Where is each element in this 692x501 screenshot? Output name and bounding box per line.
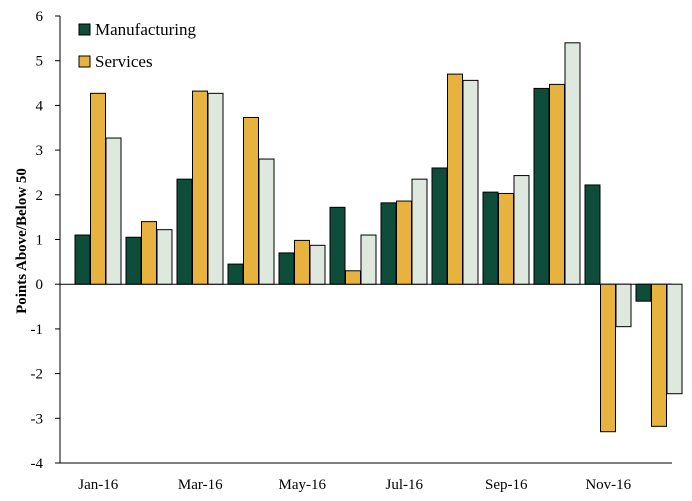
bar-series-3-mar-16: [207, 92, 224, 285]
bar-series-3-dec-16: [666, 283, 683, 395]
bar-manufacturing-aug-16: [431, 167, 448, 285]
bar-manufacturing-feb-16: [125, 236, 142, 285]
y-tick-label: 0: [36, 277, 44, 293]
bar-services-feb-16: [141, 221, 157, 285]
bar-series-3-jan-16: [105, 137, 122, 285]
legend-swatch-services: [78, 55, 91, 68]
y-tick-label: 4: [36, 98, 44, 114]
bar-manufacturing-jun-16: [329, 206, 346, 285]
bar-series-3-oct-16: [564, 42, 581, 285]
legend-swatch-manufacturing: [78, 23, 91, 36]
bar-services-jul-16: [396, 200, 412, 285]
bar-series-3-may-16: [309, 244, 326, 285]
bar-manufacturing-apr-16: [227, 263, 244, 285]
bar-series-3-nov-16: [615, 283, 632, 328]
x-tick-group: Jan-16 Mar-16 May-16 Jul-16 Sep-16 Nov-16: [78, 477, 631, 493]
bar-series-3-apr-16: [258, 158, 275, 285]
y-tick-label: -2: [31, 367, 44, 383]
x-tick-label: Sep-16: [485, 477, 528, 493]
bar-services-aug-16: [447, 73, 463, 285]
bar-services-apr-16: [243, 116, 259, 285]
bar-series-3-jun-16: [360, 234, 377, 285]
bar-services-may-16: [294, 239, 310, 285]
legend-label-manufacturing: Manufacturing: [95, 20, 197, 39]
legend-label-services: Services: [95, 52, 153, 71]
x-tick-label: May-16: [279, 477, 327, 493]
bar-services-sep-16: [498, 192, 514, 285]
bar-series-3-feb-16: [156, 229, 173, 285]
bar-services-dec-16: [651, 283, 667, 427]
y-tick-label: -3: [31, 411, 44, 427]
bar-series-3-jul-16: [411, 178, 428, 285]
bar-services-nov-16: [600, 283, 616, 433]
bars: [74, 42, 683, 433]
bar-manufacturing-jan-16: [74, 234, 91, 285]
x-tick-label: Jan-16: [78, 477, 118, 493]
x-tick-label: Nov-16: [585, 477, 631, 493]
bar-services-jun-16: [345, 270, 361, 285]
y-axis-title: Points Above/Below 50: [14, 168, 30, 314]
y-tick-group: 6 5 4 3 2 1 0 -1 -2 -3 -4: [31, 9, 60, 472]
bar-manufacturing-dec-16: [635, 283, 652, 302]
y-tick-label: -4: [31, 456, 44, 472]
y-tick-label: 6: [36, 9, 44, 25]
bar-manufacturing-mar-16: [176, 178, 193, 285]
bar-services-jan-16: [90, 92, 106, 285]
y-tick-label: 1: [36, 233, 44, 249]
y-tick-label: 3: [36, 143, 44, 159]
bar-series-3-sep-16: [513, 175, 530, 285]
x-tick-label: Mar-16: [178, 477, 223, 493]
x-axis: Jan-16 Mar-16 May-16 Jul-16 Sep-16 Nov-16: [60, 283, 672, 493]
bar-manufacturing-sep-16: [482, 191, 499, 285]
y-axis: 6 5 4 3 2 1 0 -1 -2 -3 -4 Points Above/Below 50: [14, 9, 61, 472]
y-tick-label: 2: [36, 188, 44, 204]
y-tick-label: -1: [31, 322, 44, 338]
x-tick-label: Jul-16: [386, 477, 424, 493]
bar-manufacturing-may-16: [278, 252, 295, 285]
bar-services-oct-16: [549, 83, 565, 285]
bar-services-mar-16: [192, 90, 208, 285]
bar-manufacturing-jul-16: [380, 202, 397, 285]
legend: Manufacturing Services: [78, 20, 197, 71]
y-tick-label: 5: [36, 54, 44, 70]
bar-manufacturing-nov-16: [584, 184, 601, 285]
bar-series-3-aug-16: [462, 79, 479, 285]
bar-manufacturing-oct-16: [533, 87, 550, 285]
